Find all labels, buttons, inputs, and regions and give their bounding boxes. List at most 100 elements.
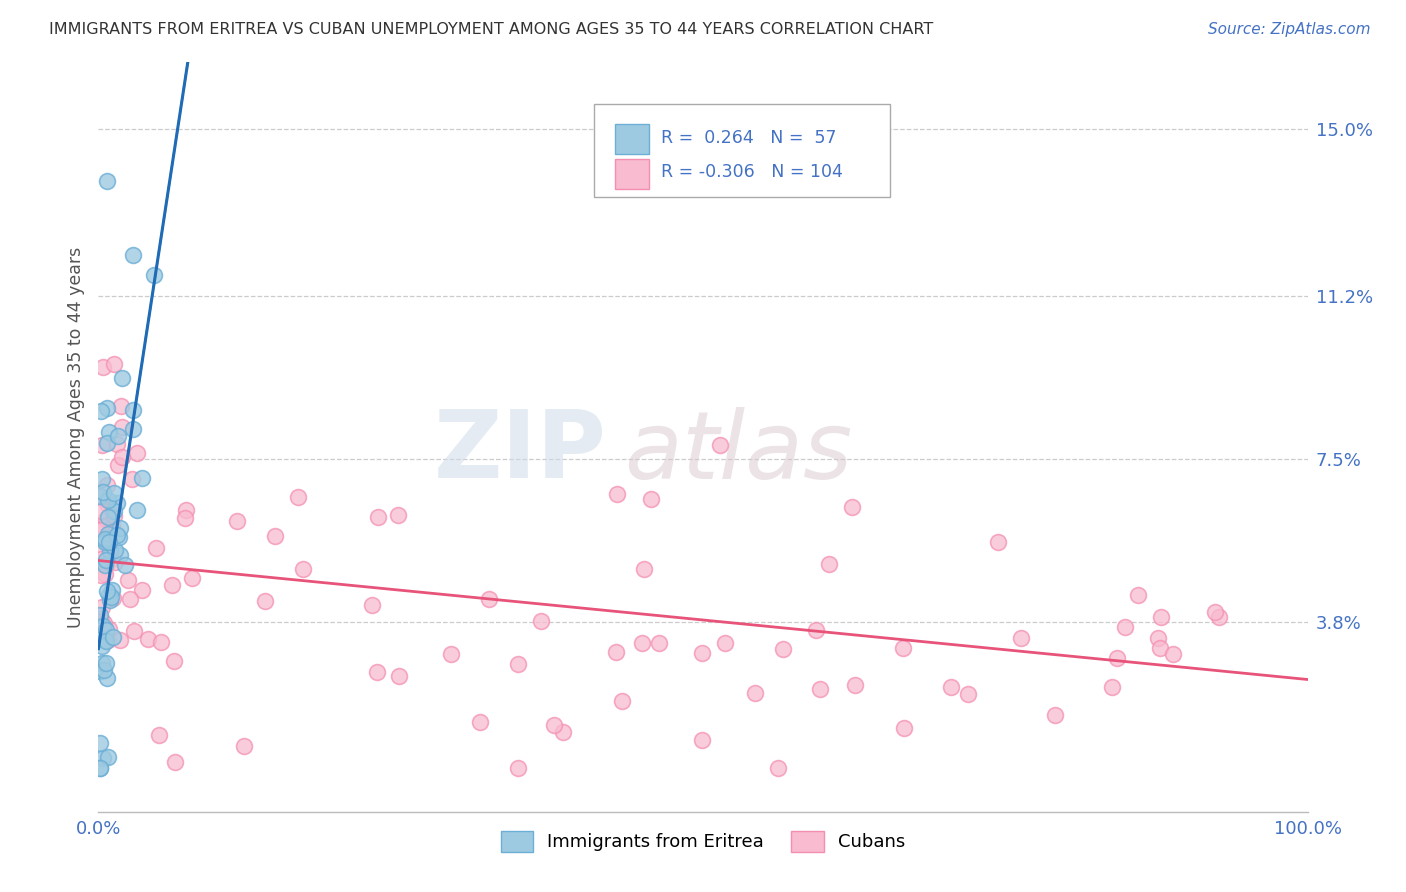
Point — [93, 535, 115, 549]
Point — [808, 681, 831, 696]
Point — [633, 562, 655, 576]
Text: IMMIGRANTS FROM ERITREA VS CUBAN UNEMPLOYMENT AMONG AGES 35 TO 44 YEARS CORRELAT: IMMIGRANTS FROM ERITREA VS CUBAN UNEMPLO… — [49, 22, 934, 37]
Point — [181, 570, 204, 584]
Point — [105, 496, 128, 510]
Point — [114, 558, 136, 572]
Point — [766, 761, 789, 775]
Point — [96, 552, 118, 566]
Point — [640, 491, 662, 506]
Point — [690, 733, 713, 747]
Point — [100, 583, 122, 598]
Point — [96, 174, 118, 188]
Point — [96, 436, 118, 450]
Point — [98, 593, 121, 607]
Point — [506, 761, 529, 775]
Point — [108, 521, 131, 535]
Point — [107, 458, 129, 473]
Point — [631, 636, 654, 650]
Point — [360, 598, 382, 612]
Point — [136, 632, 159, 646]
Point — [174, 511, 197, 525]
Point — [89, 761, 111, 775]
Point — [91, 438, 114, 452]
Point — [804, 623, 827, 637]
Point — [101, 591, 124, 606]
Point — [1146, 632, 1168, 646]
Point — [254, 593, 277, 607]
Point — [96, 584, 118, 599]
Point — [127, 502, 149, 516]
Point — [97, 493, 120, 508]
Point — [97, 510, 120, 524]
Point — [388, 669, 411, 683]
Point — [124, 624, 146, 638]
Point — [367, 510, 389, 524]
Text: atlas: atlas — [624, 407, 852, 498]
Point — [226, 514, 249, 528]
Point — [101, 519, 124, 533]
Point — [103, 509, 125, 524]
Point — [90, 523, 112, 537]
Point — [89, 489, 111, 503]
Legend: Immigrants from Eritrea, Cubans: Immigrants from Eritrea, Cubans — [494, 823, 912, 859]
Y-axis label: Unemployment Among Ages 35 to 44 years: Unemployment Among Ages 35 to 44 years — [66, 246, 84, 628]
Point — [530, 614, 553, 628]
Point — [506, 657, 529, 672]
Point — [104, 555, 127, 569]
Point — [89, 607, 111, 622]
Point — [606, 487, 628, 501]
Point — [91, 471, 114, 485]
Point — [90, 544, 112, 558]
FancyBboxPatch shape — [595, 103, 890, 197]
Point — [817, 558, 839, 572]
Point — [107, 428, 129, 442]
Point — [1126, 588, 1149, 602]
Point — [91, 359, 114, 374]
Point — [131, 582, 153, 597]
Point — [287, 491, 309, 505]
Point — [551, 724, 574, 739]
Point — [89, 761, 111, 775]
Point — [98, 554, 121, 568]
Point — [122, 402, 145, 417]
Point — [121, 472, 143, 486]
Point — [149, 634, 172, 648]
Point — [709, 438, 731, 452]
Point — [648, 636, 671, 650]
Point — [110, 549, 132, 563]
Point — [90, 403, 112, 417]
Point — [605, 645, 627, 659]
Point — [97, 588, 120, 602]
Point — [117, 574, 139, 588]
Point — [98, 535, 121, 549]
Text: R = -0.306   N = 104: R = -0.306 N = 104 — [661, 163, 842, 181]
Point — [744, 686, 766, 700]
Point — [97, 633, 120, 648]
Point — [1150, 610, 1173, 624]
Point — [987, 534, 1010, 549]
Point — [111, 420, 134, 434]
Point — [891, 640, 914, 655]
Point — [97, 498, 120, 512]
Point — [90, 639, 112, 653]
Point — [1149, 640, 1171, 655]
FancyBboxPatch shape — [614, 124, 648, 154]
Point — [96, 478, 118, 492]
Point — [96, 623, 118, 637]
Point — [174, 503, 197, 517]
Point — [96, 634, 118, 648]
Point — [118, 591, 141, 606]
Point — [142, 268, 165, 283]
Point — [714, 636, 737, 650]
Point — [94, 657, 117, 671]
Point — [98, 425, 121, 440]
Point — [103, 502, 125, 516]
Point — [96, 401, 118, 416]
Point — [478, 591, 501, 606]
Point — [1105, 650, 1128, 665]
Point — [163, 654, 186, 668]
Point — [103, 504, 125, 518]
Point — [844, 678, 866, 692]
Point — [1114, 620, 1136, 634]
Point — [366, 665, 388, 679]
